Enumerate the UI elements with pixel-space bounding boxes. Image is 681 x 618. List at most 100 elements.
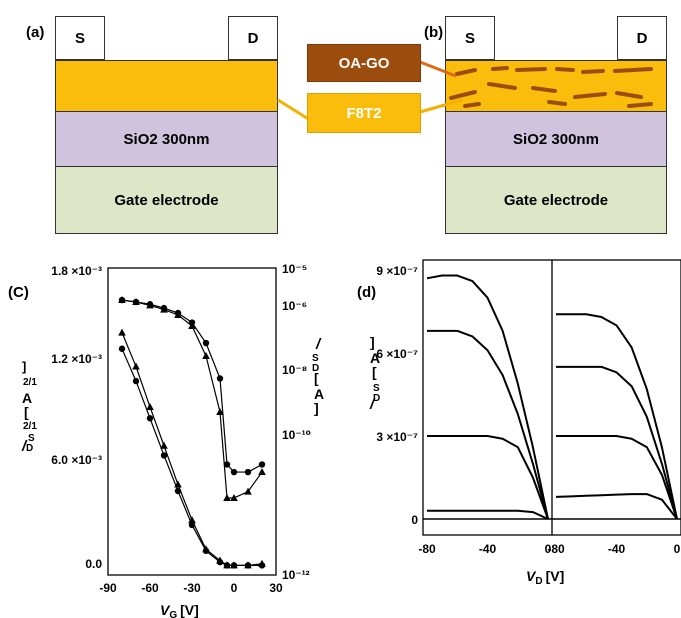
oago-flake [581,69,605,74]
chart-c-point [188,516,196,524]
svg-text:A: A [22,390,32,406]
oago-flake [613,67,653,73]
callout-oago: OA-GO [307,44,421,82]
chart-c-series-line [121,348,262,566]
chart-d: 9 ×10⁻⁷6 ×10⁻⁷3 ×10⁻⁷0 -80 -40 0-80 -40 0 ] … [369,259,681,587]
panel-label-d: (d) [357,284,377,301]
chart-c-point [160,305,168,313]
oago-flake [487,82,517,90]
chart-c-point [132,377,140,385]
chart-c-ylabel-left: ] 2/1 A [ 2/1 S / D [21,359,37,455]
svg-text:A: A [370,350,380,366]
chart-c-point [223,461,231,468]
chart-c-point [146,301,154,309]
svg-text:2/1: 2/1 [23,421,37,432]
chart-c-xlabel: VG [V] [160,602,199,618]
svg-text:[: [ [372,364,377,380]
panel-label-a: (a) [26,24,45,41]
chart-c-point [202,339,210,347]
chart-c-x-ticks: -90 -60 -30 0 30 [99,581,283,595]
drain-electrode-a: D [228,16,278,60]
chart-c-series [118,296,266,569]
svg-text:S: S [312,353,319,364]
chart-c-point [216,407,224,415]
panel-label-c: (C) [8,284,29,301]
chart-d-series-line [427,435,549,520]
chart-d-y-tick-label: 9 ×10⁻⁷ [376,264,418,278]
chart-d-series-line [556,435,678,520]
chart-c-ylabel-right: / S D [ A ] [312,336,324,416]
svg-text:S: S [373,383,380,394]
svg-text:[: [ [314,370,319,386]
callout-f8t2: F8T2 [307,93,421,133]
oago-flake [615,91,643,99]
oago-flake [555,67,575,72]
chart-c-point [230,468,238,476]
chart-d-y-tick-label: 0 [411,513,418,527]
oago-flake [627,102,653,108]
oago-flakes [449,66,653,108]
chart-c-x-tick-label: -60 [141,581,159,595]
chart-c: 1.8 ×10⁻³1.2 ×10⁻³6.0 ×10⁻³0.0 10⁻⁵10⁻⁶1… [21,262,324,618]
chart-d-series-line [556,365,678,520]
chart-d-x-tick-label: -40 [479,542,497,556]
chart-c-point [223,493,231,501]
oago-flake [463,102,481,108]
chart-c-left-tick-label: 6.0 ×10⁻³ [51,453,102,467]
oago-flake [491,66,509,71]
chart-c-point [146,402,154,410]
svg-text:]: ] [314,400,319,416]
chart-d-y-tick-label: 6 ×10⁻⁷ [376,347,418,361]
chart-d-x-tick-label: -80 [418,542,436,556]
chart-c-point [258,559,266,567]
chart-d-xlabel: VD [V] [526,568,564,587]
svg-text:D: D [373,393,380,404]
chart-c-right-ticks: 10⁻⁵ 10⁻⁶ 10⁻⁸ 10⁻¹⁰ 10⁻¹² [282,262,311,582]
chart-d-series-line [426,274,549,520]
chart-d-series-line [555,493,678,520]
oago-flake [531,86,557,93]
panel-label-b: (b) [424,24,444,41]
svg-text:S: S [28,433,35,444]
chart-c-point [258,461,266,468]
chart-c-left-tick-label: 1.8 ×10⁻³ [51,264,102,278]
chart-c-left-ticks: 1.8 ×10⁻³ 1.2 ×10⁻³ 6.0 ×10⁻³ 0.0 [51,264,102,571]
gate-electrode-a: Gate electrode [55,166,278,234]
chart-c-point [132,298,140,306]
chart-c-point [174,310,182,318]
chart-c-left-tick-label: 0.0 [85,557,102,571]
chart-c-frame [107,267,277,576]
chart-c-right-tick-label: 10⁻⁵ [282,262,307,276]
svg-text:]: ] [370,334,375,350]
gate-electrode-b: Gate electrode [445,166,667,234]
source-electrode-a: S [55,16,105,60]
chart-c-point [188,321,196,329]
chart-d-x-tick-label: -80 [547,542,565,556]
chart-c-point [244,561,252,569]
svg-text:D: D [26,443,33,454]
chart-c-series-line [121,332,263,566]
chart-c-point [244,487,252,495]
chart-c-x-tick-label: 30 [269,581,283,595]
svg-text:/: / [315,336,322,353]
svg-text:]: ] [22,359,26,374]
chart-d-ylabel: ] A [ S D / [369,334,380,413]
chart-c-point [118,345,126,352]
chart-c-point [216,375,224,382]
chart-d-series [423,274,681,520]
chart-c-point [118,296,126,304]
dielectric-layer-a: SiO2 300nm [55,111,278,167]
chart-c-point [160,441,168,449]
chart-c-right-tick-label: 10⁻¹⁰ [282,428,311,442]
chart-c-point [132,362,140,370]
chart-d-series-line [427,329,549,520]
svg-text:A: A [314,386,324,402]
chart-d-y-ticks: 9 ×10⁻⁷ 6 ×10⁻⁷ 3 ×10⁻⁷ 0 [376,264,418,527]
chart-c-right-tick-label: 10⁻⁸ [282,363,307,377]
oago-flake [515,67,547,72]
chart-d-x-tick-label: 0 [674,542,681,556]
chart-c-series-line [121,299,263,499]
chart-c-point [174,480,182,488]
chart-c-point [202,352,210,359]
chart-d-x-tick-label: 0 [545,542,552,556]
